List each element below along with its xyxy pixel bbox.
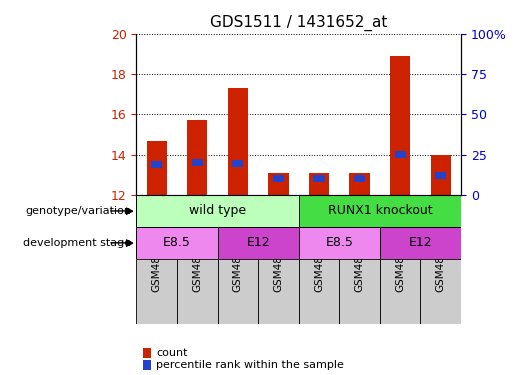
Bar xyxy=(151,161,162,168)
Bar xyxy=(218,227,299,259)
Text: E8.5: E8.5 xyxy=(163,236,191,249)
Bar xyxy=(232,160,244,167)
Text: GSM48924: GSM48924 xyxy=(436,235,445,292)
Bar xyxy=(192,159,203,166)
Bar xyxy=(349,173,370,195)
Bar xyxy=(394,151,406,158)
Bar xyxy=(218,259,258,324)
Text: percentile rank within the sample: percentile rank within the sample xyxy=(156,360,344,370)
Text: genotype/variation: genotype/variation xyxy=(25,206,131,216)
Bar xyxy=(309,173,329,195)
Text: E8.5: E8.5 xyxy=(325,236,353,249)
Bar xyxy=(136,195,299,227)
Text: count: count xyxy=(156,348,187,358)
Bar xyxy=(136,259,177,324)
Bar xyxy=(420,259,461,324)
Bar xyxy=(354,176,365,182)
Bar xyxy=(380,227,461,259)
Bar xyxy=(431,154,451,195)
Bar xyxy=(258,259,299,324)
Bar xyxy=(299,195,461,227)
Bar xyxy=(314,176,324,182)
Text: GSM48918: GSM48918 xyxy=(192,235,202,292)
Text: ▶: ▶ xyxy=(126,238,134,248)
Text: ▶: ▶ xyxy=(126,206,134,216)
Bar xyxy=(136,227,218,259)
Bar xyxy=(435,172,446,179)
Bar xyxy=(268,173,288,195)
Text: GSM48917: GSM48917 xyxy=(152,235,162,292)
Bar xyxy=(143,348,151,358)
Bar xyxy=(339,259,380,324)
Text: E12: E12 xyxy=(408,236,432,249)
Text: GSM48920: GSM48920 xyxy=(354,235,365,292)
Text: RUNX1 knockout: RUNX1 knockout xyxy=(328,204,432,218)
Bar xyxy=(273,176,284,182)
Text: E12: E12 xyxy=(246,236,270,249)
Text: wild type: wild type xyxy=(189,204,246,218)
Text: GSM48919: GSM48919 xyxy=(314,235,324,292)
Bar xyxy=(187,120,208,195)
Bar xyxy=(143,360,151,370)
Text: development stage: development stage xyxy=(23,238,131,248)
Bar xyxy=(147,141,167,195)
Bar xyxy=(228,88,248,195)
Text: GSM48923: GSM48923 xyxy=(395,235,405,292)
Text: GSM48922: GSM48922 xyxy=(273,235,283,292)
Title: GDS1511 / 1431652_at: GDS1511 / 1431652_at xyxy=(210,15,387,31)
Bar xyxy=(390,56,410,195)
Bar xyxy=(299,259,339,324)
Bar xyxy=(299,227,380,259)
Text: GSM48921: GSM48921 xyxy=(233,235,243,292)
Bar xyxy=(380,259,420,324)
Bar xyxy=(177,259,217,324)
